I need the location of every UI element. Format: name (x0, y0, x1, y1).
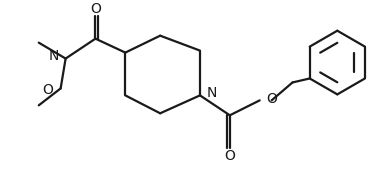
Text: N: N (48, 49, 59, 63)
Text: N: N (207, 86, 217, 100)
Text: O: O (267, 92, 277, 106)
Text: O: O (42, 83, 53, 97)
Text: O: O (224, 149, 235, 163)
Text: O: O (90, 2, 101, 16)
